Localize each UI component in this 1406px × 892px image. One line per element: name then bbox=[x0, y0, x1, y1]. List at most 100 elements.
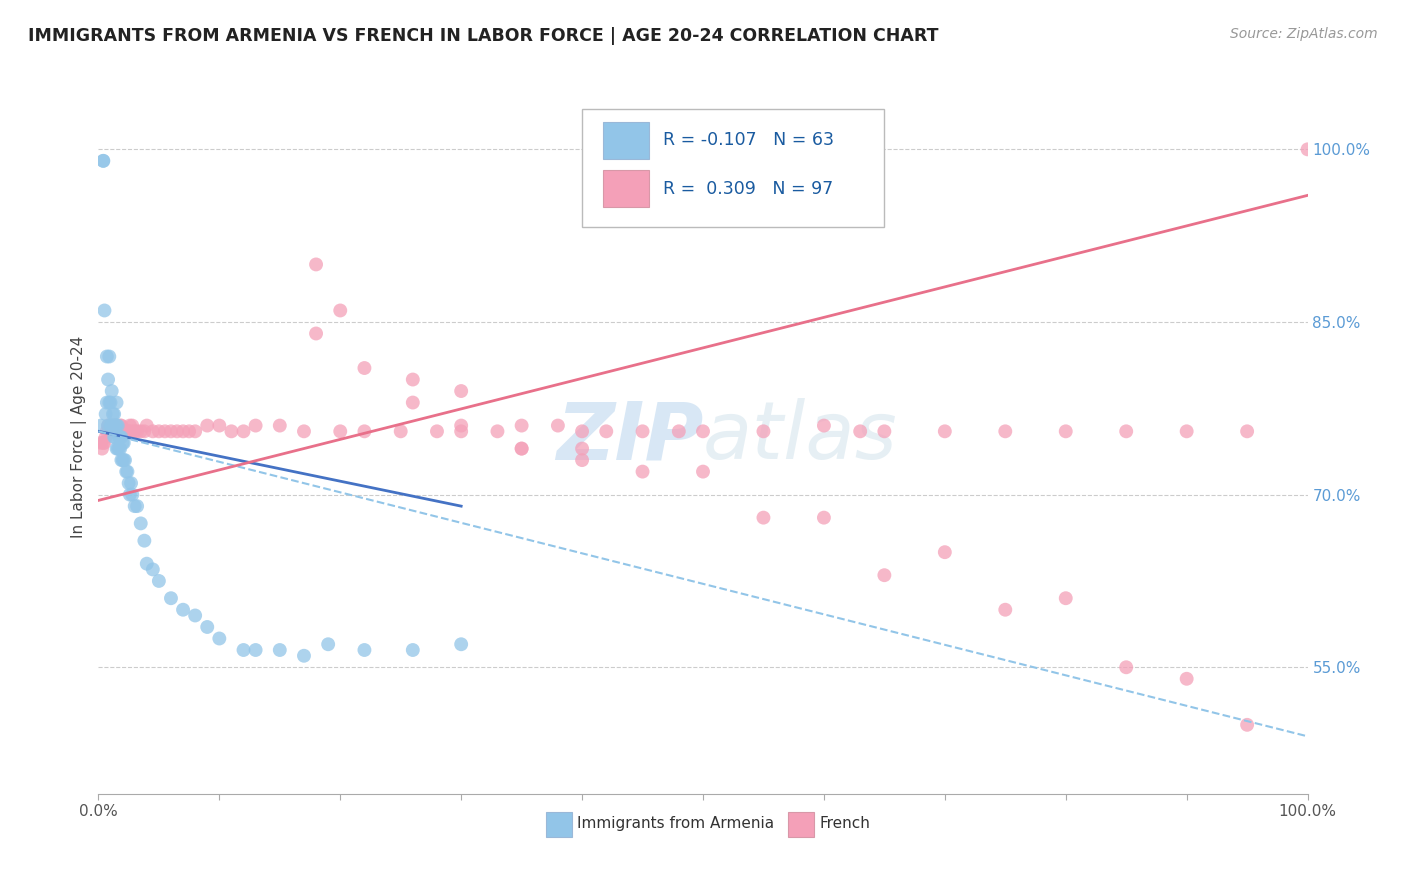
Point bbox=[135, 557, 157, 571]
Text: IMMIGRANTS FROM ARMENIA VS FRENCH IN LABOR FORCE | AGE 20-24 CORRELATION CHART: IMMIGRANTS FROM ARMENIA VS FRENCH IN LAB… bbox=[28, 27, 939, 45]
Point bbox=[108, 430, 131, 444]
Bar bbox=[787, 812, 814, 837]
Text: Source: ZipAtlas.com: Source: ZipAtlas.com bbox=[1230, 27, 1378, 41]
Point bbox=[692, 465, 714, 479]
Point bbox=[111, 425, 134, 439]
Point bbox=[873, 425, 896, 439]
Point bbox=[108, 442, 131, 456]
Point bbox=[450, 425, 472, 439]
Point bbox=[129, 516, 152, 531]
Point bbox=[135, 418, 157, 433]
Point bbox=[107, 442, 129, 456]
Point bbox=[114, 453, 136, 467]
Point bbox=[353, 361, 375, 376]
Point bbox=[98, 350, 121, 364]
Point bbox=[91, 153, 114, 168]
Point bbox=[752, 510, 775, 524]
Point bbox=[115, 425, 138, 439]
Point bbox=[668, 425, 690, 439]
Point bbox=[1115, 425, 1137, 439]
Point bbox=[96, 425, 118, 439]
Point bbox=[105, 395, 128, 409]
Point bbox=[752, 425, 775, 439]
Point bbox=[112, 435, 135, 450]
Point bbox=[105, 418, 128, 433]
Point bbox=[1115, 660, 1137, 674]
Point bbox=[96, 395, 118, 409]
Bar bbox=[603, 121, 648, 159]
Point bbox=[91, 435, 114, 450]
Point bbox=[100, 418, 122, 433]
Point bbox=[510, 442, 533, 456]
Point bbox=[108, 425, 131, 439]
Point bbox=[160, 591, 183, 606]
Point bbox=[510, 442, 533, 456]
Point bbox=[571, 442, 593, 456]
Point bbox=[1296, 142, 1319, 156]
Point bbox=[148, 425, 170, 439]
Point bbox=[595, 425, 617, 439]
Point bbox=[90, 418, 112, 433]
Point bbox=[120, 476, 142, 491]
Point bbox=[90, 435, 112, 450]
Point bbox=[329, 303, 352, 318]
Text: ZIP: ZIP bbox=[555, 398, 703, 476]
Point bbox=[91, 442, 114, 456]
Point bbox=[100, 384, 122, 398]
Point bbox=[108, 442, 131, 456]
Point bbox=[221, 425, 243, 439]
Point bbox=[184, 608, 207, 623]
Point bbox=[292, 648, 315, 663]
Point bbox=[195, 418, 218, 433]
Point bbox=[115, 465, 138, 479]
Point bbox=[571, 425, 593, 439]
Point bbox=[142, 425, 165, 439]
Point bbox=[121, 418, 143, 433]
Point bbox=[98, 395, 121, 409]
Point bbox=[100, 418, 122, 433]
Point bbox=[94, 407, 117, 421]
Point bbox=[97, 418, 120, 433]
Point bbox=[121, 488, 143, 502]
Point bbox=[179, 425, 201, 439]
Point bbox=[426, 425, 449, 439]
Point bbox=[994, 603, 1017, 617]
Point bbox=[103, 430, 125, 444]
Point bbox=[389, 425, 412, 439]
Point bbox=[353, 643, 375, 657]
Y-axis label: In Labor Force | Age 20-24: In Labor Force | Age 20-24 bbox=[72, 336, 87, 538]
FancyBboxPatch shape bbox=[582, 109, 884, 227]
Text: French: French bbox=[820, 816, 870, 831]
Point bbox=[118, 488, 141, 502]
Point bbox=[104, 418, 127, 433]
Point bbox=[127, 499, 149, 513]
Point bbox=[329, 425, 352, 439]
Point bbox=[994, 425, 1017, 439]
Point bbox=[402, 395, 425, 409]
Text: Immigrants from Armenia: Immigrants from Armenia bbox=[578, 816, 775, 831]
Point bbox=[486, 425, 509, 439]
Point bbox=[103, 407, 125, 421]
Point bbox=[105, 425, 128, 439]
Point bbox=[110, 418, 132, 433]
Point bbox=[100, 395, 122, 409]
Point bbox=[245, 643, 267, 657]
Point bbox=[112, 453, 135, 467]
Point bbox=[124, 499, 146, 513]
Point bbox=[127, 425, 149, 439]
Point bbox=[100, 418, 122, 433]
Point bbox=[97, 418, 120, 433]
Point bbox=[208, 632, 231, 646]
Point bbox=[108, 425, 131, 439]
Point bbox=[450, 418, 472, 433]
Point bbox=[108, 418, 131, 433]
Point bbox=[118, 418, 141, 433]
Point bbox=[110, 430, 132, 444]
Text: R = -0.107   N = 63: R = -0.107 N = 63 bbox=[664, 131, 834, 149]
Bar bbox=[546, 812, 572, 837]
Point bbox=[129, 425, 152, 439]
Point bbox=[105, 418, 128, 433]
Point bbox=[1054, 591, 1077, 606]
Point bbox=[118, 476, 141, 491]
Point bbox=[142, 562, 165, 576]
